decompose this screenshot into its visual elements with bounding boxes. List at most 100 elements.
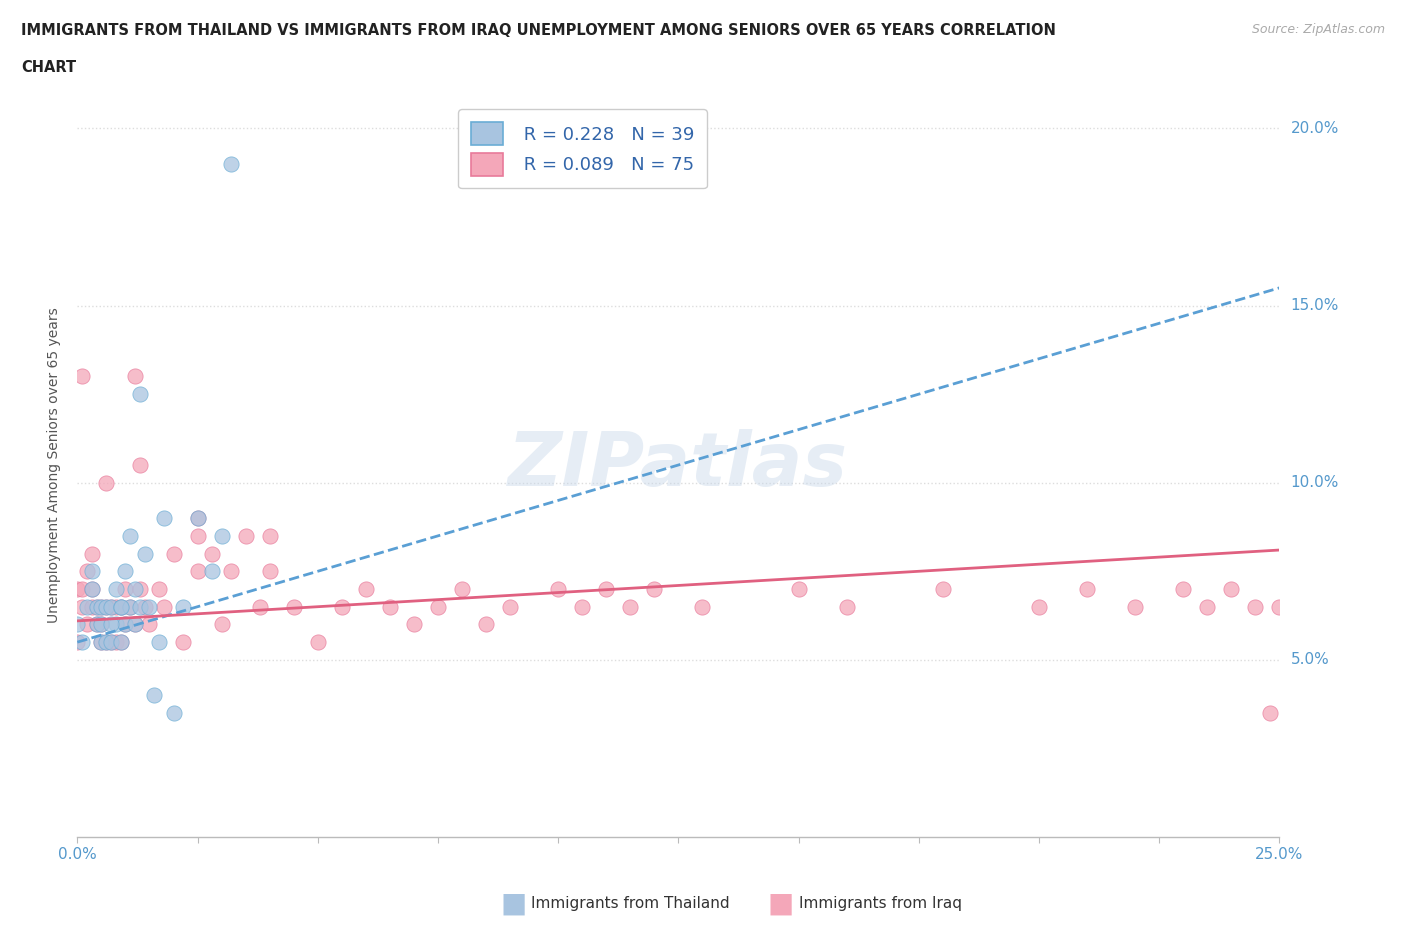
Point xyxy=(76,617,98,631)
Point xyxy=(100,599,122,614)
Point xyxy=(643,581,665,596)
Point xyxy=(104,617,127,631)
Point xyxy=(100,599,122,614)
Point xyxy=(90,634,112,649)
Point xyxy=(86,599,108,614)
Y-axis label: Unemployment Among Seniors over 65 years: Unemployment Among Seniors over 65 years xyxy=(48,307,62,623)
Point xyxy=(1076,581,1098,596)
Point xyxy=(835,599,858,614)
Point xyxy=(162,546,184,561)
Text: 5.0%: 5.0% xyxy=(1291,652,1329,668)
Point xyxy=(76,599,98,614)
Point xyxy=(86,617,108,631)
Point xyxy=(96,634,118,649)
Point xyxy=(201,546,224,561)
Point xyxy=(80,581,103,596)
Point xyxy=(219,156,242,171)
Text: CHART: CHART xyxy=(21,60,76,75)
Point xyxy=(128,387,150,402)
Point xyxy=(80,599,103,614)
Point xyxy=(692,599,714,614)
Point xyxy=(90,617,112,631)
Point xyxy=(124,617,146,631)
Point xyxy=(162,706,184,721)
Point xyxy=(211,617,233,631)
Point xyxy=(70,634,93,649)
Point xyxy=(134,599,156,614)
Point xyxy=(100,634,122,649)
Point xyxy=(595,581,617,596)
Point xyxy=(128,581,150,596)
Point xyxy=(66,581,89,596)
Point xyxy=(138,617,160,631)
Point xyxy=(80,581,103,596)
Point xyxy=(110,599,132,614)
Point xyxy=(128,599,150,614)
Point xyxy=(1268,599,1291,614)
Text: IMMIGRANTS FROM THAILAND VS IMMIGRANTS FROM IRAQ UNEMPLOYMENT AMONG SENIORS OVER: IMMIGRANTS FROM THAILAND VS IMMIGRANTS F… xyxy=(21,23,1056,38)
Point xyxy=(1220,581,1243,596)
Point xyxy=(787,581,810,596)
Point xyxy=(201,564,224,578)
Point xyxy=(186,511,209,525)
Point xyxy=(90,599,112,614)
Point xyxy=(307,634,329,649)
Point xyxy=(70,369,93,384)
Point xyxy=(124,581,146,596)
Text: 15.0%: 15.0% xyxy=(1291,299,1339,313)
Point xyxy=(619,599,641,614)
Point xyxy=(148,634,170,649)
Point xyxy=(114,617,136,631)
Point xyxy=(148,581,170,596)
Point xyxy=(90,617,112,631)
Point xyxy=(402,617,425,631)
Point xyxy=(104,599,127,614)
Point xyxy=(186,564,209,578)
Text: ■: ■ xyxy=(768,890,793,918)
Point xyxy=(1197,599,1219,614)
Point xyxy=(110,599,132,614)
Point xyxy=(80,546,103,561)
Point xyxy=(120,599,142,614)
Point xyxy=(354,581,377,596)
Point xyxy=(138,599,160,614)
Point xyxy=(128,458,150,472)
Point xyxy=(283,599,305,614)
Point xyxy=(114,564,136,578)
Point xyxy=(186,528,209,543)
Point xyxy=(114,617,136,631)
Point xyxy=(114,581,136,596)
Point xyxy=(100,617,122,631)
Point xyxy=(86,617,108,631)
Point xyxy=(378,599,401,614)
Point xyxy=(96,599,118,614)
Text: ■: ■ xyxy=(501,890,526,918)
Point xyxy=(110,599,132,614)
Point xyxy=(134,546,156,561)
Point xyxy=(120,599,142,614)
Point xyxy=(259,528,281,543)
Point xyxy=(96,634,118,649)
Point xyxy=(96,599,118,614)
Point xyxy=(259,564,281,578)
Point xyxy=(86,599,108,614)
Point xyxy=(110,634,132,649)
Point xyxy=(235,528,257,543)
Point xyxy=(571,599,593,614)
Point xyxy=(104,634,127,649)
Text: Source: ZipAtlas.com: Source: ZipAtlas.com xyxy=(1251,23,1385,36)
Point xyxy=(143,688,166,703)
Point xyxy=(110,634,132,649)
Text: ZIPatlas: ZIPatlas xyxy=(509,429,848,501)
Point xyxy=(104,581,127,596)
Point xyxy=(66,634,89,649)
Point xyxy=(100,634,122,649)
Point xyxy=(186,511,209,525)
Point xyxy=(124,617,146,631)
Point xyxy=(547,581,569,596)
Point xyxy=(249,599,271,614)
Point xyxy=(1244,599,1267,614)
Point xyxy=(96,475,118,490)
Text: 10.0%: 10.0% xyxy=(1291,475,1339,490)
Point xyxy=(124,369,146,384)
